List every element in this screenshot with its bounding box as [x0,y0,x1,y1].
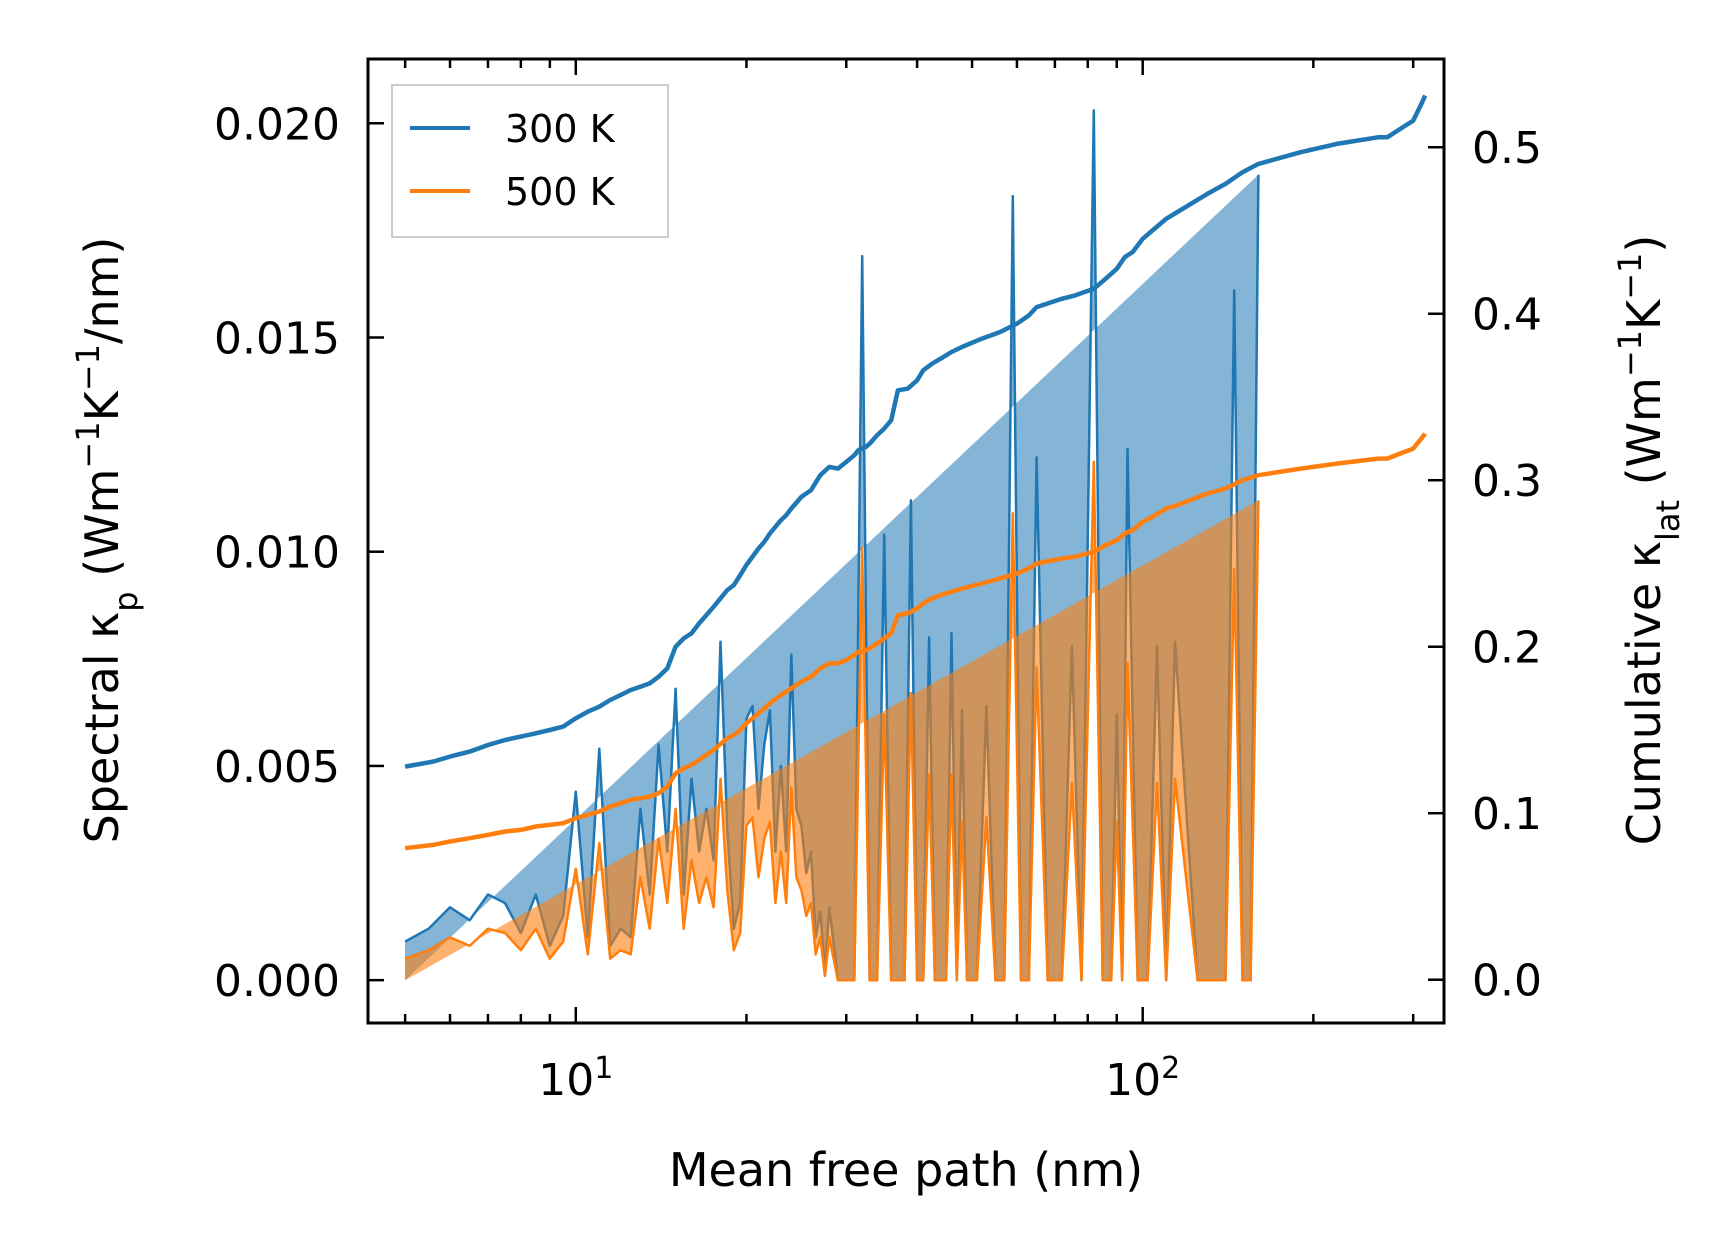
y-right-tick-label: 0.0 [1472,956,1542,1007]
y-left-tick-label: 0.000 [214,956,340,1007]
axis-ticks [368,59,1444,1023]
y-left-tick-label: 0.020 [214,99,340,150]
y-left-axis-title: Spectral κp (Wm−1K−1/nm) [69,237,145,844]
legend-label-300k: 300 K [505,107,616,151]
spectral-series-layer [404,109,1260,982]
y-right-tick-label: 0.5 [1472,123,1542,174]
y-right-tick-label: 0.4 [1472,290,1542,341]
y-left-tick-label: 0.005 [214,742,340,793]
y-left-tick-label: 0.015 [214,313,340,364]
x-axis-title: Mean free path (nm) [669,1143,1143,1197]
legend-box [391,84,669,238]
x-tick-label: 102 [1105,1051,1180,1107]
axis-tick-labels: 101 102 0.000 0.005 0.010 0.015 0.020 0.0 0.1 0.2… [214,99,1542,1106]
y-left-tick-label: 0.010 [214,528,340,579]
y-right-axis-title: Cumulative κlat (Wm−1K−1) [1611,235,1687,846]
legend-label-500k: 500 K [505,170,616,214]
cumulative-series-layer [404,94,1428,851]
x-tick-label: 101 [538,1051,613,1107]
cumulative-line-300k [404,94,1428,769]
spectral-area-500k [405,461,1259,981]
spectral-line-500k [404,460,1260,982]
legend: 300 K 500 K [391,84,669,238]
y-right-tick-label: 0.2 [1472,623,1542,674]
y-right-tick-label: 0.1 [1472,789,1542,840]
y-right-tick-label: 0.3 [1472,456,1542,507]
plot-frame [366,57,1446,1025]
cumulative-line-500k [404,432,1427,851]
